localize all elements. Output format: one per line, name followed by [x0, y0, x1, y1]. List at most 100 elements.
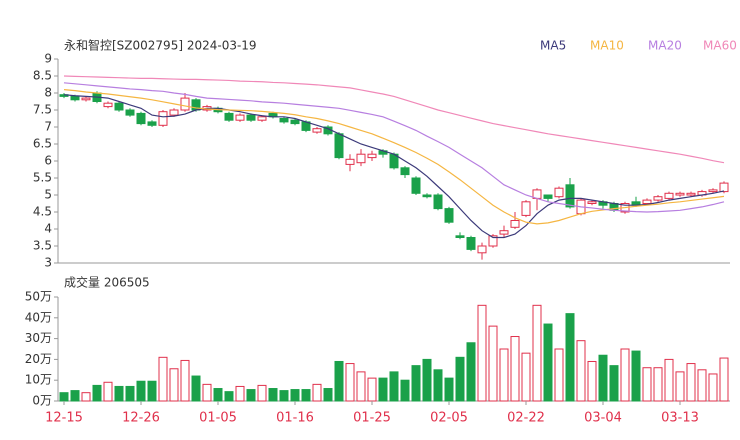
volume-bar [598, 354, 608, 402]
volume-bar [554, 348, 564, 402]
candle-body [433, 194, 443, 210]
volume-bar [444, 377, 454, 402]
volume-bar [675, 371, 685, 402]
volume-bar [378, 377, 388, 402]
volume-bar [367, 377, 377, 402]
volume-bar [422, 358, 432, 402]
volume-bar [169, 368, 179, 402]
volume-bar [125, 385, 135, 402]
candle-body [587, 201, 597, 205]
y-tick-label: 5.5 [33, 171, 52, 185]
candle-body [169, 109, 179, 116]
y-tick-label: 4.5 [33, 205, 52, 219]
volume-bar [488, 325, 498, 402]
candle-body [246, 114, 256, 121]
x-tick-label: 12-15 [45, 411, 83, 426]
x-tick-label: 02-22 [507, 411, 545, 426]
volume-bar [334, 360, 344, 402]
x-tick-label: 01-25 [353, 411, 391, 426]
volume-bar [136, 380, 146, 402]
volume-bar [257, 384, 267, 402]
candle-body [334, 133, 344, 159]
legend-entry: MA10 [590, 39, 624, 53]
candle-body [158, 111, 168, 126]
volume-bar [191, 375, 201, 402]
candle-body [180, 97, 190, 111]
x-tick-label: 01-05 [199, 411, 237, 426]
volume-bar [455, 356, 465, 402]
candle-body [257, 116, 267, 121]
volume-bar [202, 383, 212, 402]
candle-body [136, 112, 146, 125]
volume-bar [213, 388, 223, 402]
y-tick-label: 3 [44, 256, 52, 270]
x-tick-label: 12-26 [122, 411, 160, 426]
legend-entry: MA60 [703, 39, 737, 53]
volume-bar [576, 340, 586, 402]
candle-body [466, 237, 476, 250]
candle-body [81, 97, 91, 101]
candle-body [455, 235, 465, 239]
volume-bar [400, 379, 410, 402]
volume-bar [587, 360, 597, 402]
volume-bar [59, 392, 69, 402]
x-tick-label: 01-16 [276, 411, 314, 426]
volume-bar [664, 358, 674, 402]
candle-body [565, 184, 575, 208]
y-tick-label: 20万 [25, 352, 52, 366]
candle-body [686, 192, 696, 196]
volume-bar [147, 380, 157, 402]
candle-body [125, 109, 135, 116]
y-tick-label: 0万 [32, 394, 52, 408]
candle-body [642, 199, 652, 205]
candle-body [367, 153, 377, 159]
volume-bar [224, 391, 234, 402]
candle-body [488, 235, 498, 247]
candle-body [477, 245, 487, 254]
volume-bar [532, 304, 542, 402]
candle-body [422, 194, 432, 198]
volume-bar [686, 363, 696, 402]
volume-bar [268, 388, 278, 402]
volume-bar [235, 385, 245, 402]
y-tick-label: 3.5 [33, 239, 52, 253]
y-tick-label: 8 [44, 86, 52, 100]
candle-body [103, 102, 113, 108]
ma-line [63, 89, 725, 225]
volume-bar [719, 357, 729, 402]
volume-bar [477, 304, 487, 402]
volume-bar [609, 365, 619, 402]
candle-body [70, 95, 80, 101]
legend-entry: MA20 [648, 39, 682, 53]
volume-bar [312, 383, 322, 402]
candle-body [521, 201, 531, 216]
candle-body [543, 194, 553, 199]
y-tick-label: 7 [44, 120, 52, 134]
candle-body [400, 167, 410, 176]
ma-line [63, 75, 725, 164]
candle-body [444, 208, 454, 223]
candle-body [235, 114, 245, 121]
y-tick-label: 9 [44, 52, 52, 66]
volume-bar [565, 313, 575, 402]
volume-bar [466, 342, 476, 402]
volume-title: 成交量 206505 [64, 275, 150, 290]
volume-bar [345, 363, 355, 402]
volume-bar [653, 367, 663, 402]
volume-bar [279, 390, 289, 402]
volume-bar [642, 367, 652, 402]
y-tick-label: 8.5 [33, 69, 52, 83]
y-tick-label: 4 [44, 222, 52, 236]
x-tick-label: 03-04 [584, 411, 622, 426]
volume-bar [81, 392, 91, 402]
candle-body [147, 121, 157, 126]
volume-bar [543, 323, 553, 402]
candle-body [664, 192, 674, 199]
y-tick-label: 6.5 [33, 137, 52, 151]
candle-body [224, 112, 234, 121]
volume-bar [70, 390, 80, 402]
volume-bar [290, 389, 300, 402]
candle-body [653, 196, 663, 201]
y-tick-label: 5 [44, 188, 52, 202]
